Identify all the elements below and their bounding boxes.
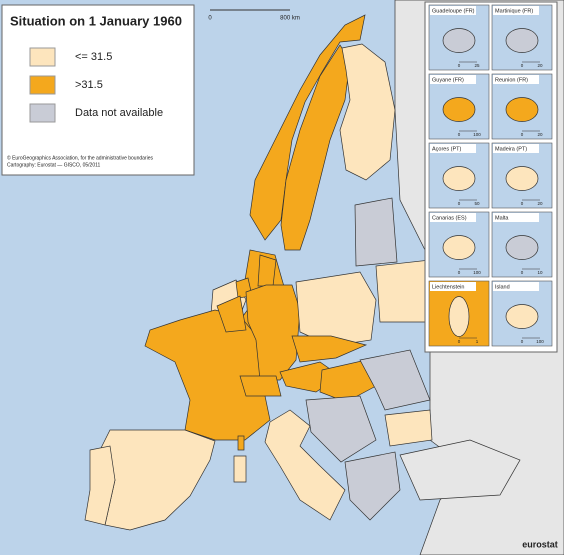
- inset-scale-label: 20: [537, 63, 543, 68]
- inset-label: Reunion (FR): [495, 77, 528, 83]
- france: [144, 309, 277, 441]
- inset-scale-label: 100: [473, 270, 481, 275]
- romania: [359, 349, 431, 411]
- title: Situation on 1 January 1960: [10, 13, 182, 28]
- inset-label: Guadeloupe (FR): [432, 8, 475, 14]
- inset-scale-label: 0: [458, 201, 461, 206]
- inset-scale-label: 0: [458, 63, 461, 68]
- finland: [339, 43, 396, 181]
- inset-land: [448, 296, 470, 337]
- inset-label-bg: [430, 75, 476, 84]
- inset-label: Liechtenstein: [432, 284, 464, 290]
- inset-label: Madeira (PT): [495, 146, 527, 152]
- credit: Cartography: Eurostat — GISCO, 05/2011: [7, 162, 101, 168]
- legend: Situation on 1 January 1960 <= 31.5 >31.5…: [1, 4, 195, 176]
- inset-label: Guyane (FR): [432, 77, 464, 83]
- inset-scale-label: 1: [476, 339, 479, 344]
- legend-label: >31.5: [75, 79, 103, 91]
- inset-land: [442, 166, 476, 191]
- inset-scale-label: 10: [537, 270, 543, 275]
- hungary: [319, 359, 377, 403]
- norway: [249, 14, 366, 241]
- corsica: [237, 435, 245, 451]
- inset-land: [442, 28, 476, 53]
- inset-label: Martinique (FR): [495, 8, 533, 14]
- inset-scale-label: 0: [521, 132, 524, 137]
- inset-scale-label: 0: [521, 63, 524, 68]
- greece: [344, 451, 401, 521]
- scale-label: 800 km: [280, 16, 300, 22]
- italy: [264, 409, 346, 521]
- inset-scale-label: 50: [474, 201, 480, 206]
- inset-scale-label: 20: [537, 201, 543, 206]
- switzerland: [239, 375, 282, 397]
- inset-scale-label: 100: [473, 132, 481, 137]
- inset-scale-label: 0: [458, 339, 461, 344]
- inset-scale-label: 0: [458, 270, 461, 275]
- inset-label-bg: [493, 75, 539, 84]
- legend-label: <= 31.5: [75, 51, 112, 63]
- logo: eurostat: [522, 539, 558, 549]
- inset-scale-label: 20: [537, 132, 543, 137]
- inset-scale-label: 25: [474, 63, 480, 68]
- scale-bar: 0 800 km: [208, 9, 300, 22]
- benelux: [216, 295, 247, 333]
- turkey: [399, 439, 521, 501]
- inset-label-bg: [493, 282, 539, 291]
- inset-label: Malta: [495, 215, 509, 221]
- yugoslavia: [305, 395, 377, 463]
- baltic: [354, 197, 398, 267]
- scale-label: 0: [208, 16, 212, 22]
- portugal: [84, 445, 116, 526]
- inset-land: [505, 166, 539, 191]
- inset-label-bg: [430, 282, 476, 291]
- bulgaria: [384, 409, 433, 447]
- poland: [295, 271, 377, 347]
- inset-scale-label: 0: [521, 339, 524, 344]
- sardinia: [233, 455, 247, 483]
- inset-land: [505, 304, 539, 329]
- legend-swatch: [29, 75, 56, 95]
- belarus: [375, 259, 433, 323]
- legend-label: Data not available: [75, 107, 163, 119]
- inset-label: Canarias (ES): [432, 215, 467, 221]
- inset-label-bg: [430, 6, 476, 15]
- denmark: [257, 254, 277, 287]
- sweden: [280, 44, 351, 251]
- inset-label: Island: [495, 284, 510, 290]
- inset-scale-label: 0: [521, 270, 524, 275]
- inset-scale-label: 0: [458, 132, 461, 137]
- czechoslovakia: [291, 335, 368, 363]
- inset-label-bg: [493, 6, 539, 15]
- inset-scale-label: 0: [521, 201, 524, 206]
- inset-label: Açores (PT): [432, 146, 462, 152]
- inset-label-bg: [430, 144, 476, 153]
- legend-swatch: [29, 103, 56, 123]
- inset-land: [505, 28, 539, 53]
- inset-land: [442, 97, 476, 122]
- inset-land: [505, 235, 539, 260]
- inset-land: [505, 97, 539, 122]
- inset-land: [442, 235, 476, 260]
- legend-swatch: [29, 47, 56, 67]
- inset-label-bg: [493, 144, 539, 153]
- credit: © EuroGeographics Association, for the a…: [7, 154, 153, 161]
- inset-scale-label: 100: [536, 339, 544, 344]
- inset-label-bg: [493, 213, 539, 222]
- insets: Guadeloupe (FR) 0 25 Martinique (FR) 0 20 Guya…: [424, 1, 558, 353]
- inset-label-bg: [430, 213, 476, 222]
